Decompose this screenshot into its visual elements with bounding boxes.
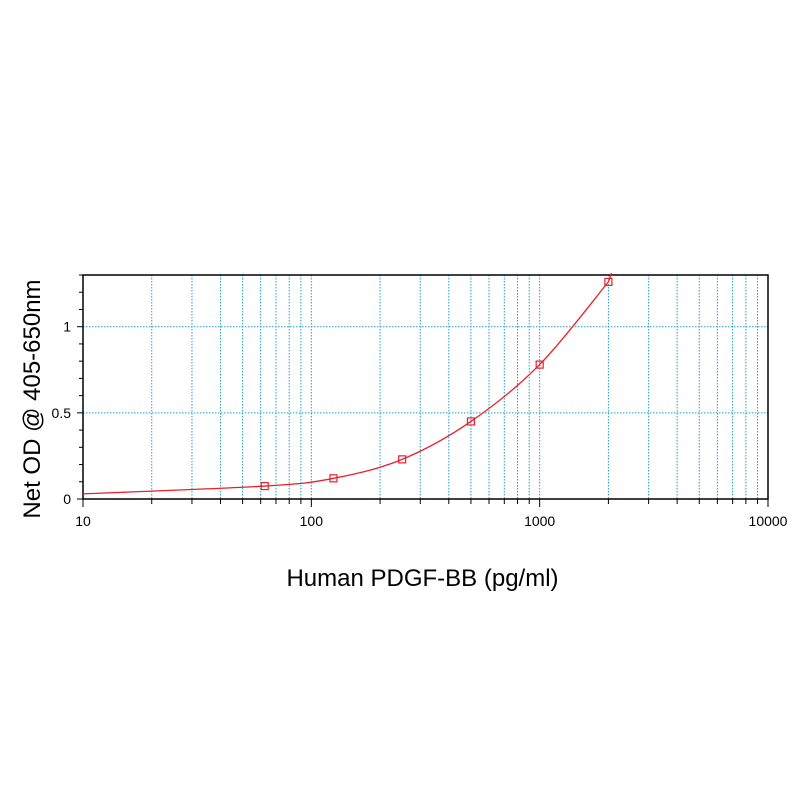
data-point-marker (466, 417, 476, 426)
y-axis-label: Net OD @ 405-650nm (19, 279, 46, 519)
x-tick-label: 10000 (749, 513, 788, 529)
y-tick-label: 0.5 (52, 405, 72, 421)
x-axis-label: Human PDGF-BB (pg/ml) (286, 565, 559, 592)
axis-ticks (77, 274, 769, 507)
data-point-marker (535, 360, 544, 369)
plot-area-frame (82, 274, 769, 500)
data-point-marker (329, 474, 338, 483)
fit-curve (82, 272, 613, 495)
x-tick-label: 10 (75, 513, 91, 529)
data-point-marker (260, 481, 269, 491)
x-tick-label: 1000 (524, 513, 555, 529)
data-point-marker (398, 455, 407, 464)
y-tick-label: 0 (63, 491, 71, 507)
grid-lines (83, 275, 768, 499)
y-tick-label: 1 (63, 319, 71, 335)
data-markers (260, 277, 613, 491)
axis-tick-labels: 10 100 1000 10000 0 0.5 1 (52, 319, 788, 529)
data-point-marker (604, 277, 613, 286)
x-tick-label: 100 (300, 513, 324, 529)
